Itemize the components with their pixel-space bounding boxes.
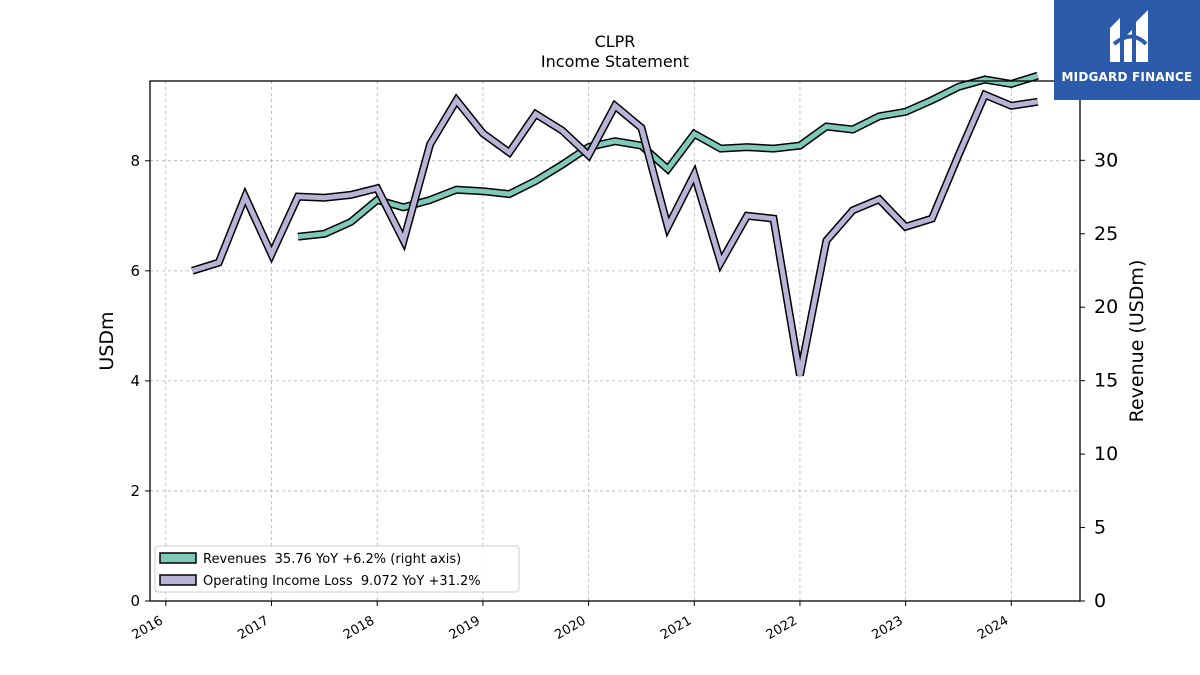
plot-frame [149, 80, 1081, 602]
legend-swatch-revenues [159, 552, 197, 564]
chart-title: CLPR [595, 32, 636, 51]
y-tick-label-left: 4 [130, 372, 140, 390]
y-axis-label-right: Revenue (USDm) [1126, 260, 1148, 423]
grid [150, 81, 1080, 601]
chart-subtitle: Income Statement [541, 52, 689, 71]
x-tick-label: 2016 [130, 613, 166, 643]
y-tick-label-right: 0 [1094, 590, 1106, 612]
y-tick-label-right: 20 [1094, 296, 1118, 318]
legend-label-operating-income: Operating Income Loss 9.072 YoY +31.2% [203, 574, 481, 589]
y-tick-label-right: 15 [1094, 370, 1118, 392]
y-tick-label-right: 10 [1094, 443, 1118, 465]
y-axis-label-left: USDm [96, 311, 118, 370]
y-tick-label-right: 5 [1094, 517, 1106, 539]
legend-label-revenues: Revenues 35.76 YoY +6.2% (right axis) [203, 552, 461, 567]
series-line-revenues [297, 73, 1039, 240]
y-tick-label-left: 8 [130, 152, 140, 170]
y-tick-label-right: 25 [1094, 223, 1118, 245]
series-line-operating-income [191, 91, 1039, 376]
x-tick-label: 2020 [552, 613, 588, 643]
y-tick-label-left: 2 [130, 482, 140, 500]
x-tick-label: 2019 [447, 613, 483, 643]
legend-swatch-operating-income [159, 574, 197, 586]
x-tick-label: 2024 [975, 613, 1011, 643]
legend: Revenues 35.76 YoY +6.2% (right axis) Op… [154, 545, 520, 593]
x-tick-label: 2023 [869, 613, 905, 643]
y-tick-label-left: 0 [130, 592, 140, 610]
midgard-logo-icon [1110, 10, 1148, 62]
x-tick-label: 2022 [764, 613, 800, 643]
y-tick-label-left: 6 [130, 262, 140, 280]
brand-logo: MIDGARD FINANCE [1054, 0, 1200, 100]
x-tick-label: 2018 [341, 613, 377, 643]
legend-box [154, 545, 520, 593]
logo-text: MIDGARD FINANCE [1061, 70, 1193, 84]
y-tick-label-right: 30 [1094, 149, 1118, 171]
x-tick-label: 2017 [235, 613, 271, 643]
series-lines [191, 71, 1039, 377]
x-tick-label: 2021 [658, 613, 694, 643]
